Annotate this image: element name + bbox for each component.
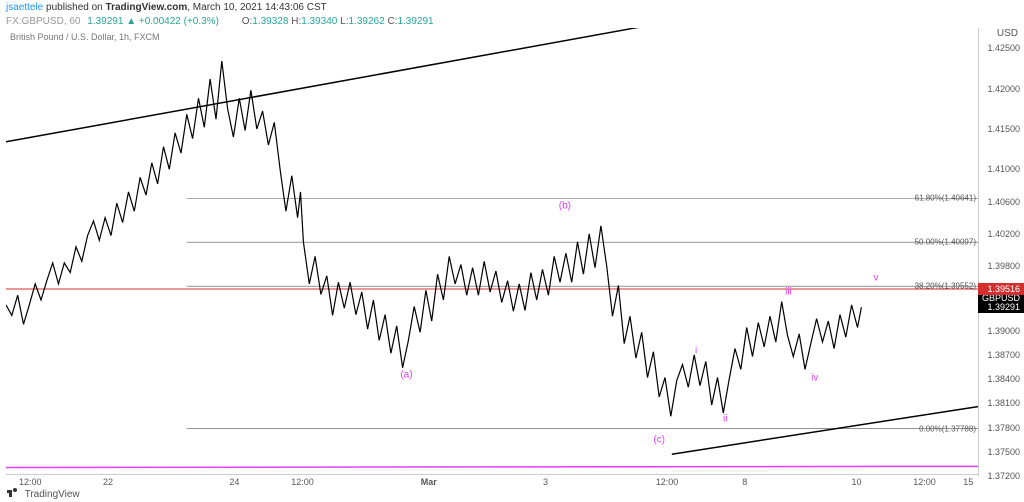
chart-area[interactable]: British Pound / U.S. Dollar, 1h, FXCM 61… xyxy=(6,28,978,476)
wave-label: (c) xyxy=(653,434,665,445)
wave-label: ii xyxy=(723,414,727,425)
c-val: 1.39291 xyxy=(397,16,433,27)
y-tick: 1.40600 xyxy=(987,197,1020,207)
x-axis: 12:00 22 24 12:00 Mar 3 12:00 8 10 12:00 15 xyxy=(6,474,978,490)
wave-label: iii xyxy=(785,286,792,297)
publisher: jsaettele xyxy=(6,2,43,13)
x-tick: 10 xyxy=(851,477,861,487)
y-tick: 1.42000 xyxy=(987,84,1020,94)
y-tick: 1.41500 xyxy=(987,124,1020,134)
y-tick: 1.37800 xyxy=(987,423,1020,433)
ohlc-block: O:1.39328 H:1.39340 L:1.39262 C:1.39291 xyxy=(242,16,434,27)
h-val: 1.39340 xyxy=(301,16,337,27)
c-label: C: xyxy=(387,16,397,27)
site-name: TradingView.com xyxy=(106,2,188,13)
wave-label: (a) xyxy=(400,370,412,381)
y-tick: 1.42500 xyxy=(987,43,1020,53)
up-arrow-icon: ▲ xyxy=(126,16,136,27)
y-axis-header: USD xyxy=(997,28,1018,39)
footer-text: TradingView xyxy=(25,489,80,500)
x-tick: 22 xyxy=(103,477,113,487)
wave-label: i xyxy=(695,345,697,356)
l-val: 1.39262 xyxy=(349,16,385,27)
x-tick: 3 xyxy=(543,477,548,487)
y-tick: 1.37200 xyxy=(987,471,1020,481)
o-label: O: xyxy=(242,16,253,27)
x-tick: 24 xyxy=(229,477,239,487)
wave-label: iv xyxy=(811,372,818,383)
y-tick: 1.39800 xyxy=(987,261,1020,271)
x-tick: 15 xyxy=(963,477,973,487)
h-label: H: xyxy=(291,16,301,27)
x-tick: 12:00 xyxy=(291,477,314,487)
last-price: 1.39291 xyxy=(87,16,123,27)
publish-header: jsaettele published on TradingView.com, … xyxy=(6,2,327,13)
chart-svg xyxy=(6,28,978,476)
symbol-row: FX:GBPUSD, 60 1.39291 ▲ +0.00422 (+0.3%)… xyxy=(6,16,434,27)
price-tag: 1.39291 xyxy=(978,301,1024,313)
x-tick: 12:00 xyxy=(656,477,679,487)
tradingview-icon xyxy=(6,487,18,502)
y-tick: 1.38100 xyxy=(987,398,1020,408)
fib-label: 0.00%(1.37788) xyxy=(919,424,976,433)
wave-label: (b) xyxy=(559,200,571,211)
x-tick: 12:00 xyxy=(913,477,936,487)
pub-word: published on xyxy=(46,2,103,13)
price-tag: 1.39516 xyxy=(978,283,1024,295)
y-tick: 1.41000 xyxy=(987,164,1020,174)
y-tick: 1.38400 xyxy=(987,374,1020,384)
pub-date: March 10, 2021 14:43:06 CST xyxy=(193,2,327,13)
fib-label: 61.80%(1.40641) xyxy=(915,194,976,203)
x-tick: 12:00 xyxy=(19,477,42,487)
change: +0.00422 (+0.3%) xyxy=(139,16,219,27)
x-tick: 8 xyxy=(742,477,747,487)
x-tick: Mar xyxy=(421,477,437,487)
y-tick: 1.38700 xyxy=(987,350,1020,360)
l-label: L: xyxy=(340,16,348,27)
y-tick: 1.40200 xyxy=(987,229,1020,239)
o-val: 1.39328 xyxy=(252,16,288,27)
fib-label: 50.00%(1.40097) xyxy=(915,238,976,247)
y-tick: 1.39000 xyxy=(987,326,1020,336)
y-axis: USD 1.42500 1.42000 1.41500 1.41000 1.40600 1… xyxy=(978,28,1024,476)
footer: TradingView xyxy=(6,487,80,502)
fib-label: 38.20%(1.39552) xyxy=(915,282,976,291)
y-tick: 1.37500 xyxy=(987,447,1020,457)
symbol: FX:GBPUSD, 60 xyxy=(6,16,80,27)
wave-label: v xyxy=(873,273,878,284)
